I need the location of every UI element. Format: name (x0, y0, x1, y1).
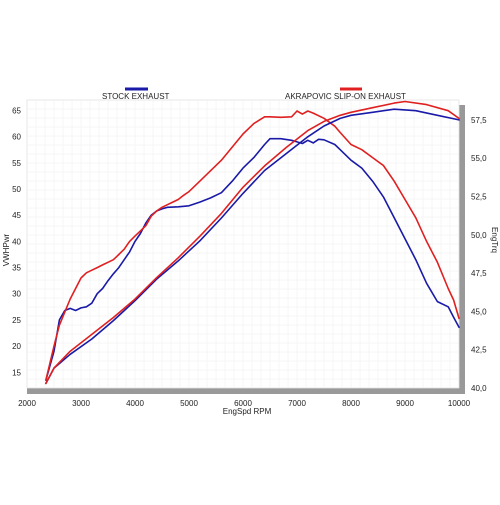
y-left-tick-label: 35 (12, 264, 21, 273)
legend-label-akrapovic: AKRAPOVIC SLIP-ON EXHAUST (285, 92, 406, 101)
y-left-tick-label: 15 (12, 368, 21, 377)
y-right-tick-label: 47,5 (471, 269, 487, 278)
y-left-tick-label: 25 (12, 316, 21, 325)
y-left-tick-label: 55 (12, 159, 21, 168)
series-line-stock-power (45, 137, 460, 381)
y-left-tick-label: 65 (12, 106, 21, 115)
plot-shadow-bottom (27, 386, 465, 394)
y-left-tick-label: 20 (12, 342, 21, 351)
legend-label-stock: STOCK EXHAUST (102, 92, 170, 101)
series-lines (45, 100, 460, 385)
y-right-tick-label: 57,5 (471, 116, 487, 125)
series-line-akrapovic-torque (45, 100, 460, 385)
y-right-tick-label: 50,0 (471, 231, 487, 240)
x-axis-label: EngSpd RPM (223, 407, 272, 416)
series-line-stock-torque (45, 108, 460, 385)
y-left-axis-label: VWHPwr (2, 233, 11, 266)
x-tick-label: 7000 (288, 399, 306, 408)
y-left-tick-label: 40 (12, 237, 21, 246)
series-line-akrapovic-power (45, 110, 460, 381)
x-tick-label: 5000 (180, 399, 198, 408)
plot-shadow-right (459, 105, 465, 394)
y-left-tick-label: 30 (12, 290, 21, 299)
y-left-axis-ticks: 15 20 25 30 35 40 45 50 55 60 65 (12, 106, 21, 377)
x-tick-label: 2000 (18, 399, 36, 408)
x-tick-label: 3000 (72, 399, 90, 408)
x-tick-label: 9000 (396, 399, 414, 408)
y-right-tick-label: 55,0 (471, 154, 487, 163)
y-right-tick-label: 52,5 (471, 193, 487, 202)
x-tick-label: 10000 (448, 399, 471, 408)
y-left-tick-label: 60 (12, 133, 21, 142)
legend: STOCK EXHAUST AKRAPOVIC SLIP-ON EXHAUST (102, 87, 406, 101)
x-tick-label: 4000 (126, 399, 144, 408)
x-tick-label: 6000 (234, 399, 252, 408)
y-right-axis-label: EngTrq (490, 227, 499, 253)
y-right-tick-label: 42,5 (471, 346, 487, 355)
y-left-tick-label: 45 (12, 211, 21, 220)
y-left-tick-label: 50 (12, 185, 21, 194)
y-right-tick-label: 45,0 (471, 307, 487, 316)
y-right-tick-label: 40,0 (471, 384, 487, 393)
x-axis-ticks: 2000 3000 4000 5000 6000 7000 8000 9000 10000 (18, 399, 471, 408)
grid (26, 99, 460, 389)
y-right-axis-ticks: 40,0 42,5 45,0 47,5 50,0 52,5 55,0 57,5 (471, 116, 487, 393)
x-tick-label: 8000 (342, 399, 360, 408)
